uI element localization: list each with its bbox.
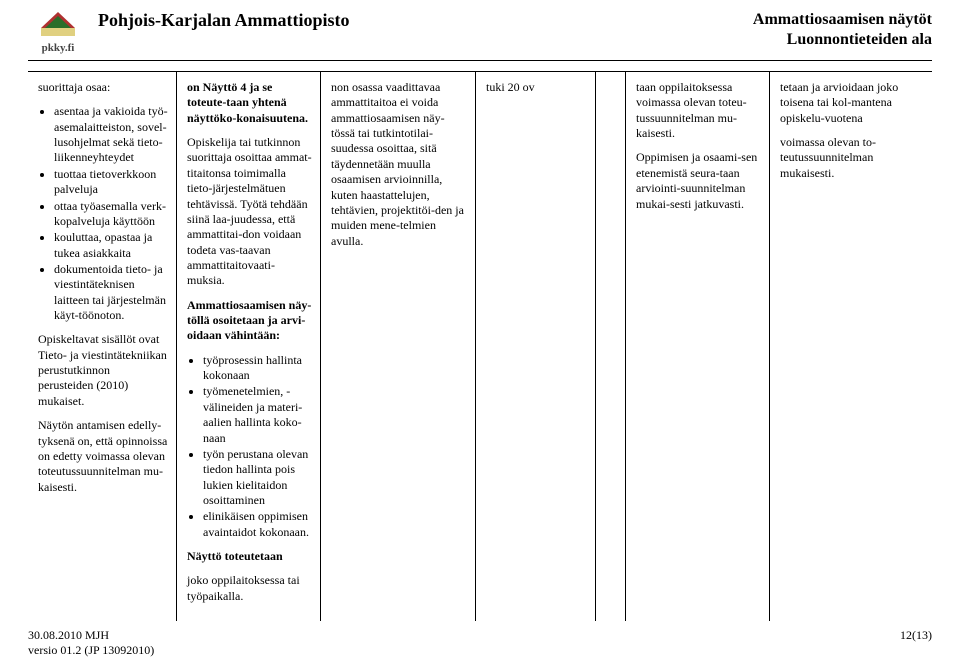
c1-bullets1: asentaa ja vakioida työ-asemalaitteiston… [38,104,168,323]
logo-wrap: pkky.fi [28,10,88,54]
c7-p1: tetaan ja arvioidaan joko toisena tai ko… [780,80,909,126]
footer: 30.08.2010 MJH versio 01.2 (JP 13092010)… [28,628,932,658]
list-item: dokumentoida tieto- ja viestintäteknisen… [54,262,168,323]
content-columns: suorittaja osaa: asentaa ja vakioida työ… [28,71,932,621]
c6-p2: Oppimisen ja osaami-sen etenemistä seura… [636,150,761,211]
list-item: kouluttaa, opastaa ja tukea asiakkaita [54,230,168,261]
list-item: tuottaa tietoverkkoon palveluja [54,167,168,198]
list-item: asentaa ja vakioida työ-asemalaitteiston… [54,104,168,165]
list-item: työn perustana olevan tiedon hallinta po… [203,447,312,508]
pkky-logo-icon [35,10,81,40]
c2-p1: on Näyttö 4 ja se toteute-taan yhtenä nä… [187,80,312,126]
header-title-right: Ammattiosaamisen näytöt Luonnontieteiden… [753,10,932,50]
header: pkky.fi Pohjois-Karjalan Ammattiopisto A… [28,10,932,61]
c2-p5: joko oppilaitoksessa tai työpaikalla. [187,573,312,604]
list-item: työprosessin hallinta kokonaan [203,353,312,384]
column-3: non osassa vaadittavaa ammattitaitoa ei … [320,72,475,621]
column-5 [595,72,625,621]
list-item: ottaa työasemalla verk-kopalveluja käytt… [54,199,168,230]
c3-p1: non osassa vaadittavaa ammattitaitoa ei … [331,80,467,249]
c2-p4: Näyttö toteutetaan [187,549,312,564]
c4-p1: tuki 20 ov [486,80,587,95]
page: pkky.fi Pohjois-Karjalan Ammattiopisto A… [0,0,960,668]
footer-left: 30.08.2010 MJH versio 01.2 (JP 13092010) [28,628,154,658]
footer-left-line2: versio 01.2 (JP 13092010) [28,643,154,658]
c2-p2: Opiskelija tai tutkinnon suorittaja osoi… [187,135,312,289]
header-title-right-line1: Ammattiosaamisen näytöt [753,10,932,30]
logo-subtext: pkky.fi [42,42,75,54]
footer-left-line1: 30.08.2010 MJH [28,628,154,643]
column-6: taan oppilaitoksessa voimassa olevan tot… [625,72,769,621]
c2-p3: Ammattiosaamisen näy-töllä osoitetaan ja… [187,298,312,344]
c1-p1: suorittaja osaa: [38,80,168,95]
column-1: suorittaja osaa: asentaa ja vakioida työ… [28,72,176,621]
column-2: on Näyttö 4 ja se toteute-taan yhtenä nä… [176,72,320,621]
footer-right: 12(13) [900,628,932,658]
column-4: tuki 20 ov [475,72,595,621]
column-7: tetaan ja arvioidaan joko toisena tai ko… [769,72,917,621]
c1-p3: Näytön antamisen edelly-tyksenä on, että… [38,418,168,495]
header-title-left: Pohjois-Karjalan Ammattiopisto [98,10,753,31]
c2-bullets1: työprosessin hallinta kokonaan työmenete… [187,353,312,540]
c6-p1: taan oppilaitoksessa voimassa olevan tot… [636,80,761,141]
header-title-right-line2: Luonnontieteiden ala [753,30,932,50]
list-item: työmenetelmien, -välineiden ja materi-aa… [203,384,312,445]
c7-p2: voimassa olevan to-teutussuunnitelman mu… [780,135,909,181]
c1-p2: Opiskeltavat sisällöt ovat Tieto- ja vie… [38,332,168,409]
list-item: elinikäisen oppimisen avaintaidot kokona… [203,509,312,540]
